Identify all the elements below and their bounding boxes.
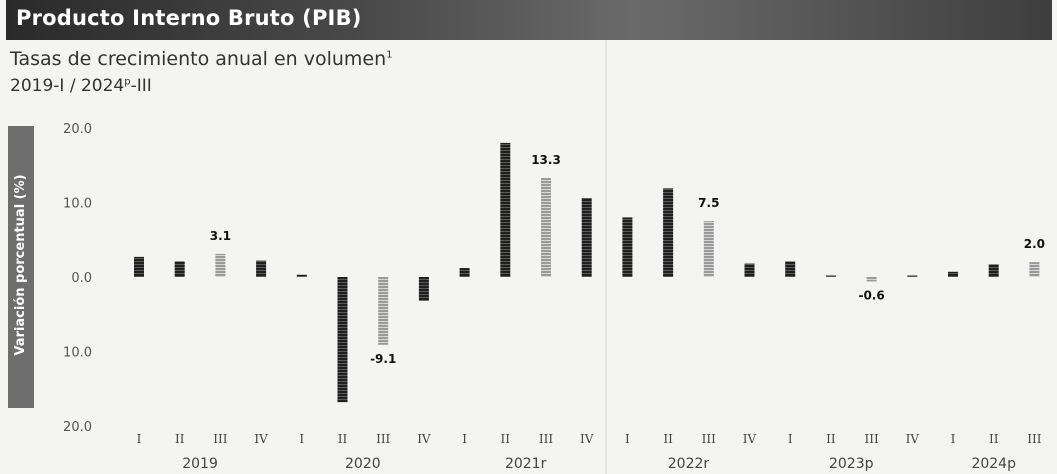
subtitle-footnote: 1: [386, 49, 393, 61]
y-axis-label-box: [8, 126, 34, 408]
subtitle-text: Tasas de crecimiento anual en volumen: [10, 48, 387, 70]
category-label: II: [501, 432, 511, 446]
category-label: II: [989, 432, 999, 446]
year-label: 2024p: [971, 456, 1016, 472]
bar: [134, 256, 144, 277]
category-label: IV: [580, 432, 594, 446]
category-label: I: [299, 432, 304, 446]
y-tick-label: 10.0: [63, 197, 92, 212]
bar: [866, 277, 877, 282]
category-label: III: [539, 432, 553, 446]
category-label: I: [788, 432, 793, 446]
y-tick-label: 10.0: [63, 346, 92, 361]
bar: [663, 188, 674, 277]
category-label: III: [213, 432, 227, 446]
period-text: 2019-I / 2024: [10, 76, 125, 96]
chart-subtitle: Tasas de crecimiento anual en volumen1: [10, 48, 393, 70]
bar: [988, 264, 999, 277]
bar: [256, 260, 267, 277]
y-tick-label: 0.0: [71, 271, 92, 286]
category-label: III: [376, 432, 390, 446]
bar: [622, 217, 633, 277]
chart-period: 2019-I / 2024p-III: [10, 76, 152, 96]
bar: [907, 275, 918, 278]
data-label: 2.0: [1024, 237, 1045, 251]
category-label: III: [864, 432, 878, 446]
y-ticks: 20.0 10.0 0.0 10.0 20.0: [63, 122, 92, 435]
year-label: 2019: [182, 456, 218, 472]
year-label: 2022r: [668, 456, 710, 472]
category-label: IV: [743, 432, 757, 446]
year-labels: 2019 2020 2021r 2022r 2023p 2024p: [182, 456, 1016, 472]
year-label: 2023p: [829, 456, 874, 472]
category-labels: I II III IV I II III IV I II III IV I II III IV I II III IV…: [137, 432, 1042, 446]
data-label: 3.1: [210, 229, 231, 243]
bar: [459, 268, 470, 277]
bar: [337, 277, 348, 403]
category-label: II: [175, 432, 185, 446]
y-tick-label: 20.0: [63, 420, 92, 435]
data-labels: 3.1 -9.1 13.3 7.5 -0.6 2.0: [210, 153, 1045, 366]
category-label: III: [702, 432, 716, 446]
category-label: III: [1027, 432, 1041, 446]
category-label: I: [137, 432, 142, 446]
year-label: 2021r: [505, 456, 547, 472]
bar: [215, 253, 226, 277]
bar: [174, 261, 185, 277]
bar: [418, 277, 429, 301]
data-label: -9.1: [370, 352, 396, 366]
bar: [703, 221, 714, 277]
category-label: I: [951, 432, 956, 446]
bar: [541, 177, 551, 277]
category-label: I: [625, 432, 630, 446]
bar: [378, 277, 389, 345]
bar: [948, 271, 958, 277]
y-tick-label: 20.0: [63, 122, 92, 137]
data-label: 7.5: [698, 196, 719, 210]
bar: [500, 142, 511, 277]
data-label: 13.3: [531, 153, 561, 167]
category-label: II: [338, 432, 348, 446]
period-sup: p: [124, 76, 131, 88]
data-label: -0.6: [858, 288, 884, 302]
bars: [134, 142, 1040, 403]
bar: [744, 263, 755, 277]
category-label: IV: [417, 432, 431, 446]
title-bar: Producto Interno Bruto (PIB): [6, 0, 1052, 40]
bar: [825, 275, 836, 278]
category-label: II: [663, 432, 673, 446]
category-label: IV: [906, 432, 920, 446]
bar: [581, 198, 592, 277]
period-end: -III: [130, 76, 152, 96]
category-label: I: [462, 432, 467, 446]
category-label: IV: [254, 432, 268, 446]
bar: [785, 261, 796, 277]
category-label: II: [826, 432, 836, 446]
bar: [1029, 262, 1040, 277]
bar: [296, 274, 307, 277]
year-label: 2020: [345, 456, 381, 472]
chart-title: Producto Interno Bruto (PIB): [16, 6, 362, 30]
